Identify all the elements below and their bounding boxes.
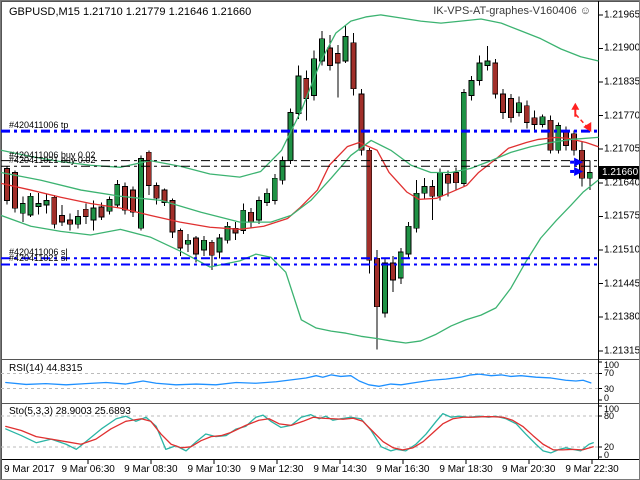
price-tick-label: 1.21575	[604, 210, 640, 222]
stochastic-pane	[1, 412, 598, 454]
indicator-scale-label: 30	[604, 383, 615, 394]
bollinger-and-ma-lines	[1, 14, 599, 344]
buy-line-2-label: #420411021 buy 0.02	[9, 155, 96, 166]
indicator-scale-label: 100	[604, 360, 620, 370]
price-tick-label: 1.21315	[604, 345, 640, 357]
time-tick-label: 9 Mar 06:30	[61, 464, 115, 475]
price-tick-label: 1.21835	[604, 76, 640, 88]
price-tick-label: 1.21900	[604, 42, 640, 54]
price-scale-axis[interactable]: 1.21965 1.21900 1.21835 1.21770 1.21705 1.216…	[599, 1, 640, 460]
indicator-scale-label: 20	[604, 441, 615, 452]
sl-line-1-label: #420411006 sl	[9, 247, 68, 258]
tp-line-label: #420411006 tp	[9, 120, 69, 131]
indicator-scale-label: 0	[604, 393, 610, 403]
indicator-scale-label: 100	[604, 404, 620, 414]
price-tick-label: 1.21705	[604, 143, 640, 155]
chart-title-ohlc: GBPUSD,M15 1.21710 1.21779 1.21646 1.216…	[9, 6, 252, 18]
time-tick-label: 9 Mar 10:30	[187, 464, 241, 475]
time-tick-label: 9 Mar 08:30	[124, 464, 178, 475]
buy-line-1-label: #420411006 buy 0.02	[9, 149, 96, 160]
indicator-scale-label: 0	[604, 450, 610, 460]
time-tick-label: 9 Mar 14:30	[313, 464, 367, 475]
price-tick-label: 1.21510	[604, 244, 640, 256]
time-tick-label: 9 Mar 20:30	[502, 464, 556, 475]
time-axis[interactable]: 9 Mar 2017 9 Mar 06:30 9 Mar 08:30 9 Mar 10…	[1, 460, 639, 479]
time-tick-label: 9 Mar 12:30	[250, 464, 304, 475]
current-price-badge: 1.21660	[599, 165, 639, 179]
price-tick-label: 1.21965	[604, 9, 640, 21]
time-tick-label: 9 Mar 16:30	[376, 464, 430, 475]
scale-ticks	[87, 14, 603, 464]
time-tick-label: 9 Mar 18:30	[439, 464, 493, 475]
rsi-indicator-label: RSI(14) 44.8315	[9, 363, 83, 374]
stochastic-indicator-label: Sto(5,3,3) 28.9003 25.6893	[9, 406, 131, 417]
time-tick-label: 9 Mar 22:30	[565, 464, 619, 475]
rsi-pane	[1, 372, 598, 390]
indicator-scale-label: 80	[604, 411, 615, 422]
price-tick-label: 1.21770	[604, 110, 640, 122]
price-tick-label: 1.21640	[604, 177, 640, 189]
time-tick-label: 9 Mar 2017	[4, 464, 55, 475]
watermark-label: IK-VPS-AT-graphes-V160406 ☺	[433, 5, 591, 17]
price-tick-label: 1.21380	[604, 311, 640, 323]
sl-line-2-label: #420411021 sl	[9, 253, 68, 264]
signal-arrows	[570, 102, 592, 176]
indicator-scale-label: 70	[604, 368, 615, 379]
price-tick-label: 1.21445	[604, 278, 640, 290]
candles-layer	[4, 25, 593, 350]
